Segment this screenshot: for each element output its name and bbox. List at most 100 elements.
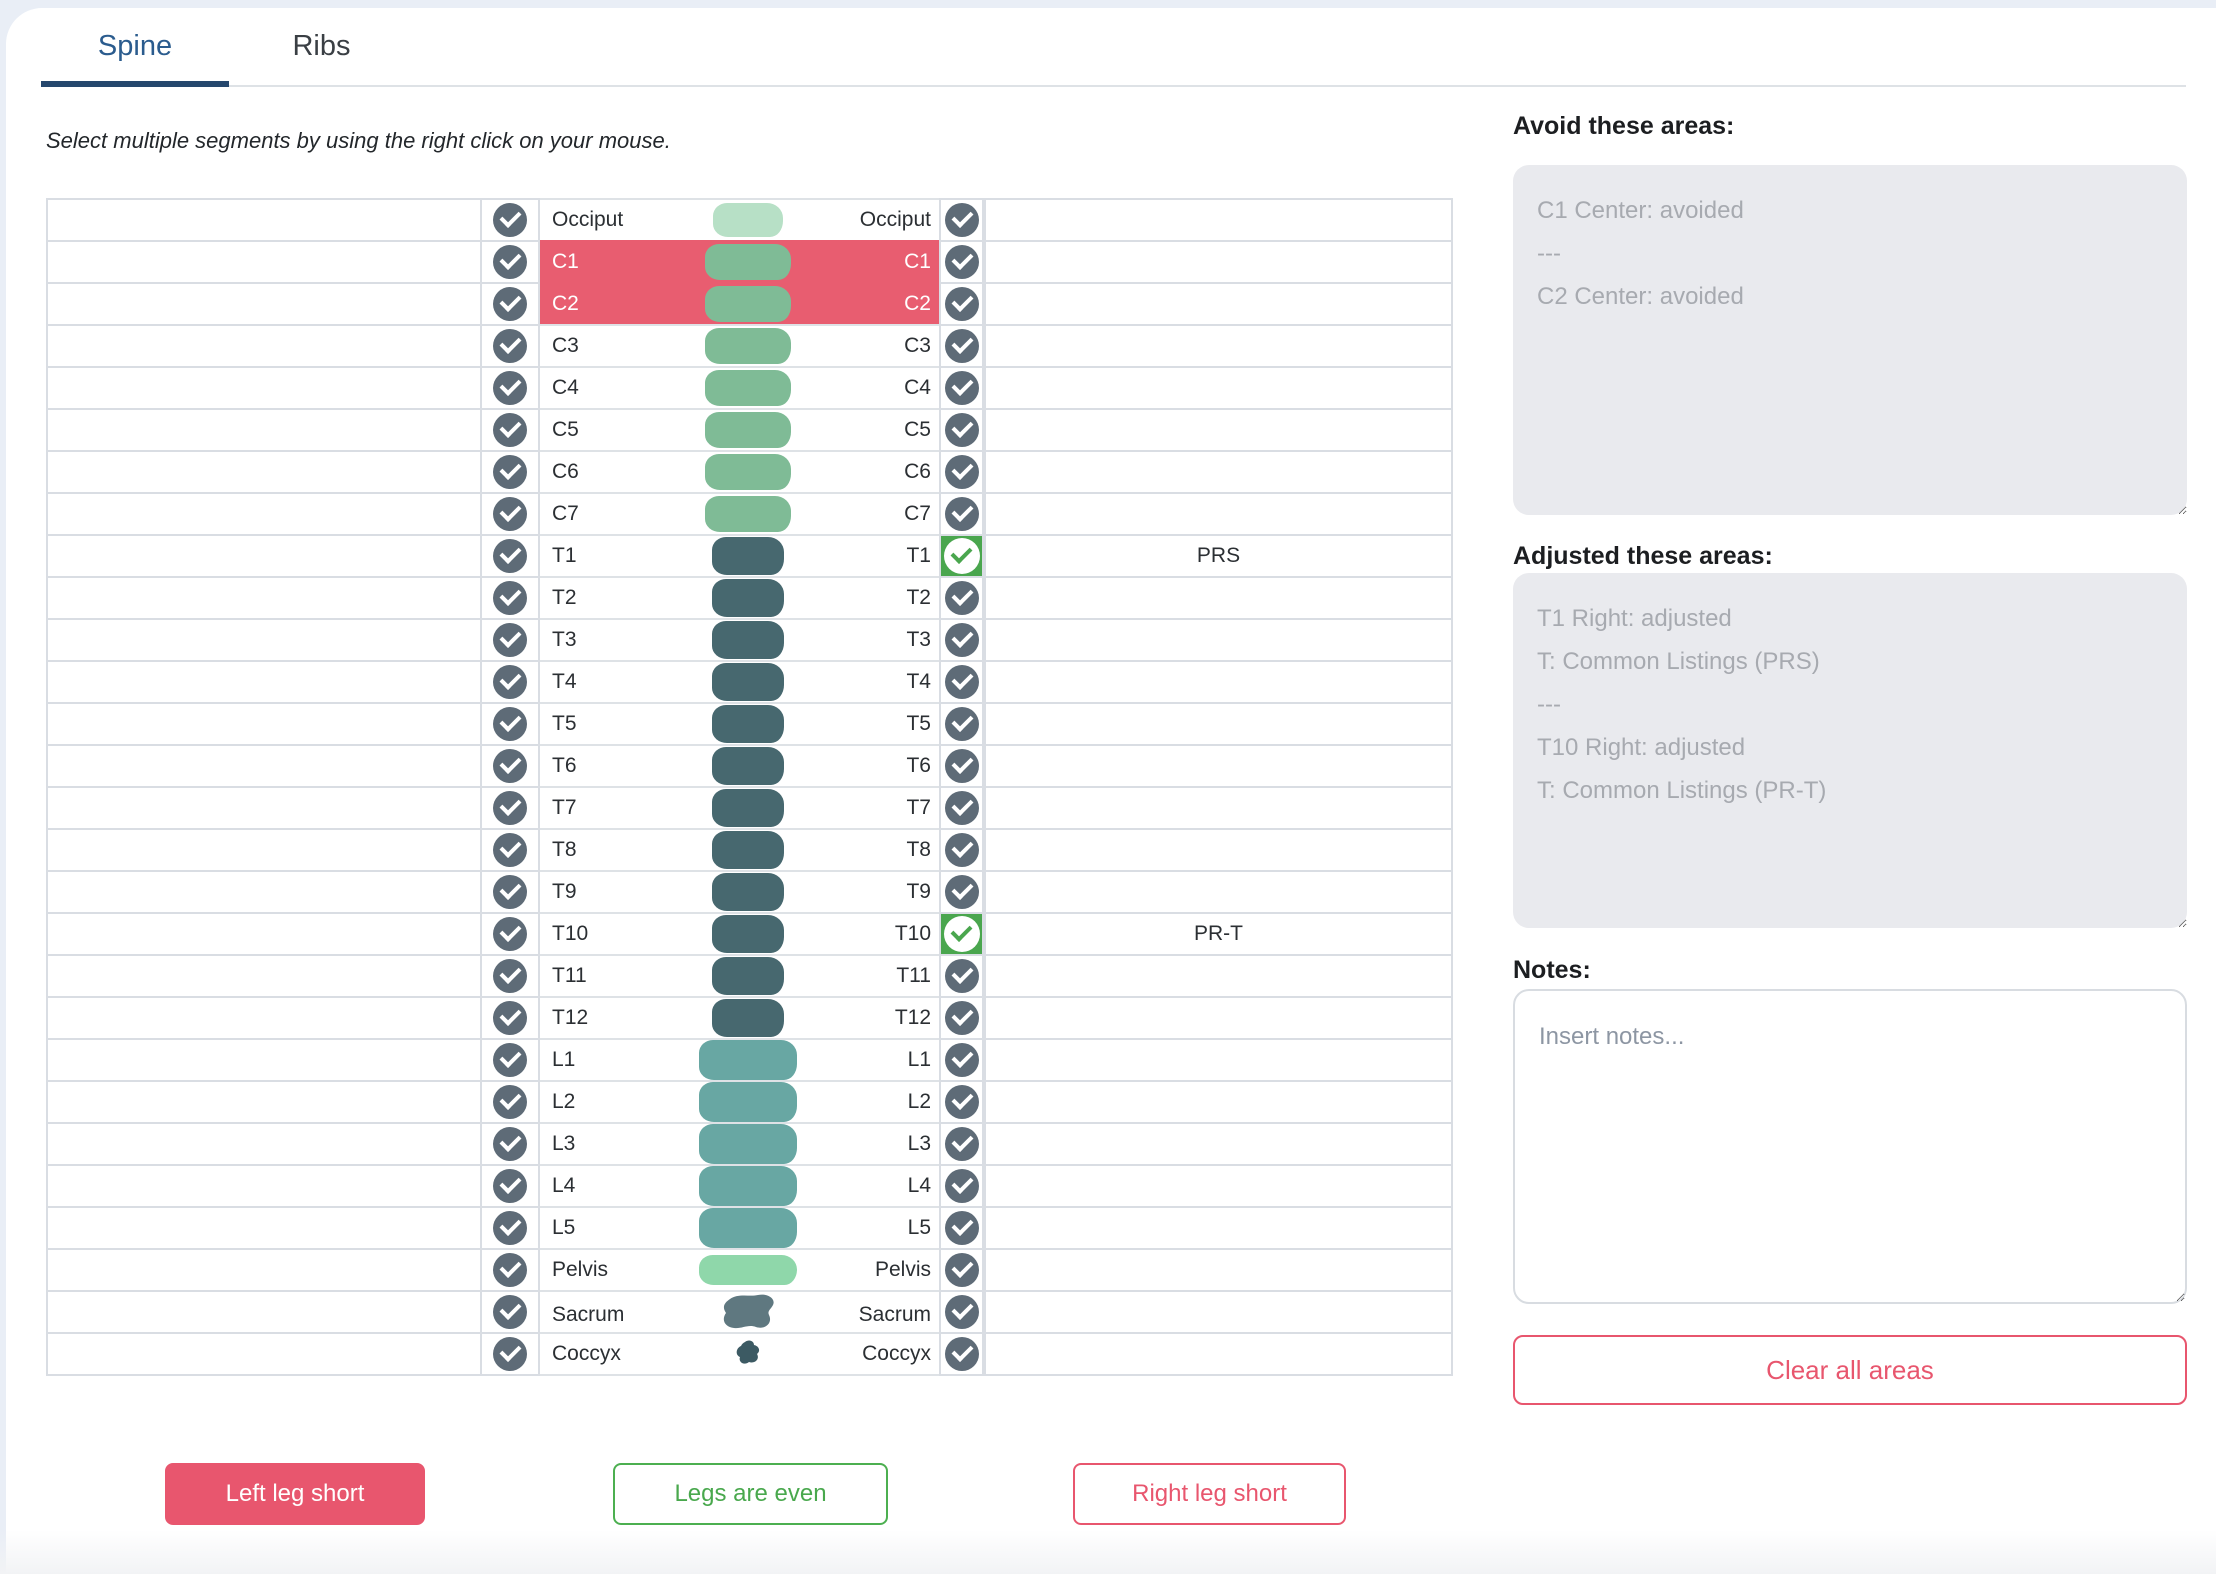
left-check-t7[interactable] (482, 786, 540, 830)
right-check-l1[interactable] (939, 1038, 984, 1082)
right-note-cell-pelvis[interactable] (984, 1248, 1453, 1292)
right-note-cell-t6[interactable] (984, 744, 1453, 788)
left-check-c1[interactable] (482, 240, 540, 284)
right-check-c1[interactable] (939, 240, 984, 284)
left-check-c7[interactable] (482, 492, 540, 536)
right-check-t2[interactable] (939, 576, 984, 620)
vertebra-shape-occiput[interactable] (712, 203, 783, 237)
vertebra-shape-t5[interactable] (711, 705, 784, 743)
left-note-cell-c6[interactable] (46, 450, 482, 494)
left-check-l2[interactable] (482, 1080, 540, 1124)
left-check-t5[interactable] (482, 702, 540, 746)
left-note-cell-t8[interactable] (46, 828, 482, 872)
right-note-cell-l4[interactable] (984, 1164, 1453, 1208)
left-check-t10[interactable] (482, 912, 540, 956)
left-note-cell-l5[interactable] (46, 1206, 482, 1250)
right-note-cell-c1[interactable] (984, 240, 1453, 284)
vertebra-shape-l1[interactable] (698, 1040, 797, 1080)
left-leg-short-button[interactable]: Left leg short (165, 1463, 425, 1525)
left-check-t8[interactable] (482, 828, 540, 872)
right-check-t5[interactable] (939, 702, 984, 746)
right-check-t8[interactable] (939, 828, 984, 872)
vertebra-shape-pelvis[interactable] (698, 1255, 797, 1285)
right-check-l5[interactable] (939, 1206, 984, 1250)
left-note-cell-occiput[interactable] (46, 198, 482, 242)
right-note-cell-c7[interactable] (984, 492, 1453, 536)
left-note-cell-c4[interactable] (46, 366, 482, 410)
right-note-cell-t2[interactable] (984, 576, 1453, 620)
right-note-cell-occiput[interactable] (984, 198, 1453, 242)
right-note-cell-c3[interactable] (984, 324, 1453, 368)
adjusted-areas-textarea[interactable]: T1 Right: adjusted T: Common Listings (P… (1513, 573, 2187, 928)
left-check-c2[interactable] (482, 282, 540, 326)
right-check-c2[interactable] (939, 282, 984, 326)
right-check-l3[interactable] (939, 1122, 984, 1166)
left-check-t4[interactable] (482, 660, 540, 704)
vertebra-shape-t7[interactable] (711, 789, 784, 827)
right-note-cell-t12[interactable] (984, 996, 1453, 1040)
vertebra-shape-c4[interactable] (704, 370, 791, 406)
left-note-cell-pelvis[interactable] (46, 1248, 482, 1292)
right-note-cell-sacrum[interactable] (984, 1290, 1453, 1334)
right-leg-short-button[interactable]: Right leg short (1073, 1463, 1346, 1525)
right-check-c6[interactable] (939, 450, 984, 494)
left-check-c4[interactable] (482, 366, 540, 410)
right-check-t3[interactable] (939, 618, 984, 662)
left-note-cell-l3[interactable] (46, 1122, 482, 1166)
right-note-cell-c4[interactable] (984, 366, 1453, 410)
left-note-cell-c2[interactable] (46, 282, 482, 326)
right-note-cell-t8[interactable] (984, 828, 1453, 872)
left-check-t3[interactable] (482, 618, 540, 662)
left-note-cell-c5[interactable] (46, 408, 482, 452)
left-check-pelvis[interactable] (482, 1248, 540, 1292)
legs-are-even-button[interactable]: Legs are even (613, 1463, 888, 1525)
left-note-cell-sacrum[interactable] (46, 1290, 482, 1334)
right-check-t7[interactable] (939, 786, 984, 830)
right-note-cell-t1[interactable]: PRS (984, 534, 1453, 578)
right-check-c5[interactable] (939, 408, 984, 452)
vertebra-shape-l5[interactable] (698, 1208, 797, 1248)
left-check-l3[interactable] (482, 1122, 540, 1166)
left-note-cell-t7[interactable] (46, 786, 482, 830)
left-check-l5[interactable] (482, 1206, 540, 1250)
right-check-c7[interactable] (939, 492, 984, 536)
vertebra-shape-t1[interactable] (711, 537, 784, 575)
left-check-l4[interactable] (482, 1164, 540, 1208)
left-note-cell-c7[interactable] (46, 492, 482, 536)
vertebra-shape-coccyx[interactable] (733, 1338, 763, 1371)
left-note-cell-l4[interactable] (46, 1164, 482, 1208)
right-note-cell-t9[interactable] (984, 870, 1453, 914)
right-check-t9[interactable] (939, 870, 984, 914)
right-note-cell-t10[interactable]: PR-T (984, 912, 1453, 956)
left-note-cell-t12[interactable] (46, 996, 482, 1040)
right-check-c3[interactable] (939, 324, 984, 368)
right-check-coccyx[interactable] (939, 1332, 984, 1376)
left-note-cell-t3[interactable] (46, 618, 482, 662)
left-note-cell-l1[interactable] (46, 1038, 482, 1082)
right-check-l4[interactable] (939, 1164, 984, 1208)
vertebra-shape-t11[interactable] (711, 957, 784, 995)
right-check-occiput[interactable] (939, 198, 984, 242)
vertebra-shape-l3[interactable] (698, 1124, 797, 1164)
left-note-cell-t6[interactable] (46, 744, 482, 788)
vertebra-shape-t3[interactable] (711, 621, 784, 659)
tab-ribs[interactable]: Ribs (292, 30, 351, 62)
tab-spine[interactable]: Spine (41, 8, 229, 87)
right-check-t12[interactable] (939, 996, 984, 1040)
vertebra-shape-c7[interactable] (704, 496, 791, 532)
right-note-cell-c6[interactable] (984, 450, 1453, 494)
vertebra-shape-c2[interactable] (704, 286, 791, 322)
vertebra-shape-t6[interactable] (711, 747, 784, 785)
right-note-cell-t11[interactable] (984, 954, 1453, 998)
left-note-cell-t5[interactable] (46, 702, 482, 746)
left-check-t11[interactable] (482, 954, 540, 998)
left-check-occiput[interactable] (482, 198, 540, 242)
right-note-cell-coccyx[interactable] (984, 1332, 1453, 1376)
left-note-cell-t4[interactable] (46, 660, 482, 704)
right-check-t6[interactable] (939, 744, 984, 788)
right-check-t1[interactable] (939, 534, 984, 578)
right-note-cell-l1[interactable] (984, 1038, 1453, 1082)
left-note-cell-l2[interactable] (46, 1080, 482, 1124)
right-check-t10[interactable] (939, 912, 984, 956)
vertebra-shape-t8[interactable] (711, 831, 784, 869)
